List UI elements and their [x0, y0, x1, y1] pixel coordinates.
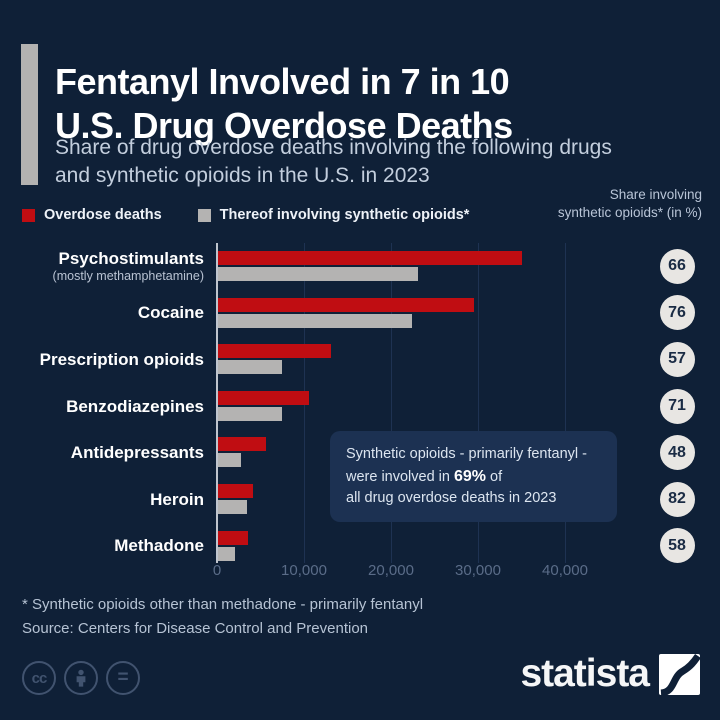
- annotation-line-3: all drug overdose deaths in 2023: [346, 490, 557, 506]
- bar-group: [210, 336, 634, 383]
- synthetic-opioids-bar: [218, 546, 236, 561]
- bar-group: [210, 243, 634, 290]
- legend-item-overdose-deaths: Overdose deaths: [22, 207, 162, 223]
- page-title: Fentanyl Involved in 7 in 10 U.S. Drug O…: [55, 60, 513, 148]
- overdose-deaths-bar: [218, 251, 522, 265]
- bar-chart: Psychostimulants (mostly methamphetamine)…: [0, 243, 720, 569]
- x-tick-label: 20,000: [368, 562, 414, 579]
- synthetic-opioids-bar: [218, 499, 247, 514]
- chart-row: Prescription opioids 57: [0, 336, 720, 383]
- person-icon: [76, 669, 86, 687]
- share-note-line-2: synthetic opioids* (in %): [557, 205, 702, 220]
- bar-group: [210, 383, 634, 430]
- chart-row: Heroin 82: [0, 476, 720, 523]
- category-label: Antidepressants: [70, 443, 204, 463]
- subtitle: Share of drug overdose deaths involving …: [55, 134, 612, 190]
- bar-group: [210, 290, 634, 337]
- x-tick-label: 30,000: [455, 562, 501, 579]
- annotation-highlight: 69%: [454, 467, 487, 485]
- x-tick-label: 40,000: [542, 562, 588, 579]
- statista-wordmark: statista: [520, 652, 650, 695]
- cc-attribution-person-icon[interactable]: [64, 661, 98, 695]
- bar-group: [210, 476, 634, 523]
- chart-row: Psychostimulants (mostly methamphetamine)…: [0, 243, 720, 290]
- overdose-deaths-bar: [218, 483, 253, 498]
- chart-row: Benzodiazepines 71: [0, 383, 720, 430]
- category-label: Psychostimulants (mostly methamphetamine): [52, 248, 204, 283]
- y-axis-line: [216, 243, 218, 563]
- title-line-2: U.S. Drug Overdose Deaths: [55, 105, 513, 147]
- share-percent-badge: 71: [659, 388, 695, 424]
- synthetic-opioids-bar: [218, 453, 241, 468]
- legend-item-synthetic-opioids: Thereof involving synthetic opioids*: [197, 207, 470, 223]
- overdose-deaths-bar: [218, 297, 474, 312]
- chart-row: Antidepressants 48: [0, 429, 720, 476]
- overdose-deaths-bar: [218, 344, 332, 359]
- annotation-line-2: were involved in 69% of: [346, 467, 503, 485]
- subtitle-line-1: Share of drug overdose deaths involving …: [55, 136, 612, 159]
- chart-row: Cocaine 76: [0, 290, 720, 337]
- category-label: Cocaine: [137, 303, 204, 323]
- cc-no-derivatives-icon[interactable]: =: [106, 661, 140, 695]
- x-tick-label: 10,000: [281, 562, 327, 579]
- source-line: Source: Centers for Disease Control and …: [22, 620, 369, 637]
- cc-license-icon[interactable]: cc: [22, 661, 56, 695]
- category-label: Benzodiazepines: [66, 396, 204, 416]
- overdose-deaths-bar: [218, 530, 249, 545]
- legend-swatch-gray: [197, 208, 211, 222]
- share-percent-badge: 48: [659, 435, 695, 471]
- share-percent-badge: 57: [659, 341, 695, 377]
- share-percent-badge: 82: [659, 481, 695, 517]
- legend-swatch-red: [22, 208, 35, 222]
- gridline: [391, 243, 392, 563]
- synthetic-opioids-bar: [218, 406, 283, 421]
- category-label: Heroin: [150, 489, 204, 509]
- legend-label: Thereof involving synthetic opioids*: [219, 207, 470, 223]
- bar-group: [210, 429, 634, 476]
- gridline: [478, 243, 479, 563]
- overdose-deaths-bar: [218, 390, 309, 405]
- share-column-header: Share involving synthetic opioids* (in %…: [558, 186, 702, 222]
- x-axis: 0 10,000 20,000 30,000 40,000: [0, 562, 720, 582]
- annotation-box: Synthetic opioids - primarily fentanyl -…: [330, 431, 617, 522]
- synthetic-opioids-bar: [218, 267, 419, 281]
- gridline: [565, 243, 566, 563]
- category-label: Methadone: [114, 536, 204, 556]
- annotation-line-1: Synthetic opioids - primarily fentanyl -: [346, 446, 587, 462]
- chart-row: Methadone 58: [0, 523, 720, 570]
- category-sublabel: (mostly methamphetamine): [52, 268, 204, 283]
- subtitle-line-2: and synthetic opioids in the U.S. in 202…: [55, 164, 430, 187]
- bar-group: [210, 523, 634, 570]
- chart-rows: Psychostimulants (mostly methamphetamine)…: [0, 243, 720, 569]
- share-percent-badge: 58: [659, 528, 695, 564]
- creative-commons-badges: cc =: [22, 661, 140, 695]
- share-note-line-1: Share involving: [609, 187, 702, 202]
- share-percent-badge: 76: [659, 295, 695, 331]
- footnote: * Synthetic opioids other than methadone…: [22, 596, 424, 613]
- synthetic-opioids-bar: [218, 313, 412, 328]
- overdose-deaths-bar: [218, 437, 266, 452]
- title-line-1: Fentanyl Involved in 7 in 10: [55, 61, 510, 103]
- share-percent-badge: 66: [659, 248, 695, 284]
- statista-logo[interactable]: statista: [520, 650, 700, 698]
- statista-logo-mark: [659, 653, 700, 695]
- x-tick-label: 0: [212, 562, 222, 579]
- synthetic-opioids-bar: [218, 360, 283, 375]
- category-label: Prescription opioids: [39, 349, 204, 369]
- title-accent-bar: [21, 44, 38, 185]
- legend: Overdose deaths Thereof involving synthe…: [22, 207, 469, 223]
- legend-label: Overdose deaths: [44, 207, 162, 223]
